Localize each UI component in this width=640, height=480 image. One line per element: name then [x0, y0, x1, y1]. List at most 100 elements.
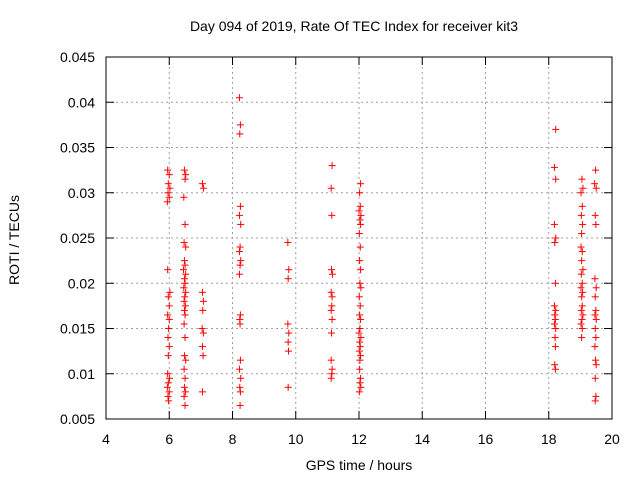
data-point [284, 338, 292, 346]
data-point [237, 220, 245, 228]
data-point [164, 266, 172, 274]
x-tick-label: 18 [541, 431, 557, 447]
data-point [284, 347, 292, 355]
data-point [164, 392, 172, 400]
data-point [182, 171, 190, 179]
data-point [356, 365, 364, 373]
data-point [356, 216, 364, 224]
data-point [180, 275, 188, 283]
data-point [577, 189, 585, 197]
data-point [182, 243, 190, 251]
x-tick-label: 8 [229, 431, 237, 447]
data-point [236, 202, 244, 210]
data-point [578, 175, 586, 183]
data-point [578, 293, 586, 301]
data-point [235, 365, 243, 373]
data-point [578, 279, 586, 287]
data-point [182, 288, 190, 296]
data-point [327, 329, 335, 337]
data-point [577, 243, 585, 251]
data-point [355, 388, 363, 396]
data-point [356, 202, 364, 210]
data-point [356, 311, 364, 319]
x-axis-ticks: 4 6 8 10 12 14 16 18 20 [102, 57, 620, 447]
data-point [327, 306, 335, 314]
data-point [551, 239, 559, 247]
data-point [180, 352, 188, 360]
data-point [285, 266, 293, 274]
data-point [235, 94, 243, 102]
data-point [237, 257, 245, 265]
data-point [180, 166, 188, 174]
data-point [551, 311, 559, 319]
data-point [579, 288, 587, 296]
data-point [592, 356, 600, 364]
y-axis-label: ROTI / TECUs [6, 195, 22, 285]
data-point [551, 279, 559, 287]
data-point [327, 288, 335, 296]
data-point [552, 306, 560, 314]
data-point [180, 239, 188, 247]
data-point [355, 229, 363, 237]
data-point [356, 243, 364, 251]
data-point [328, 302, 336, 310]
data-points [163, 94, 600, 409]
data-point [236, 356, 244, 364]
data-point [577, 306, 585, 314]
data-point [181, 334, 189, 342]
data-point [327, 374, 335, 382]
data-point [198, 388, 206, 396]
data-point [357, 284, 365, 292]
data-point [181, 293, 189, 301]
y-tick-label: 0.015 [60, 321, 95, 337]
data-point [165, 397, 173, 405]
y-tick-label: 0.01 [68, 366, 95, 382]
data-point [199, 306, 207, 314]
data-point [163, 198, 171, 206]
data-point [236, 320, 244, 328]
data-point [578, 315, 586, 323]
data-point [180, 297, 188, 305]
data-point [198, 180, 206, 188]
data-point [236, 388, 244, 396]
data-point [591, 275, 599, 283]
data-point [181, 279, 189, 287]
data-point [356, 356, 364, 364]
data-point [592, 392, 600, 400]
data-point [592, 284, 600, 292]
data-point [236, 243, 244, 251]
data-point [164, 370, 172, 378]
grid [106, 57, 612, 419]
data-point [591, 180, 599, 188]
data-point [181, 175, 189, 183]
data-point [235, 211, 243, 219]
data-point [357, 315, 365, 323]
data-point [165, 315, 173, 323]
data-point [355, 207, 363, 215]
data-point [551, 361, 559, 369]
data-point [181, 374, 189, 382]
data-point [579, 220, 587, 228]
data-point [166, 374, 174, 382]
data-point [356, 257, 364, 265]
data-point [165, 325, 173, 332]
data-point [165, 302, 173, 310]
data-point [181, 220, 189, 228]
data-point [592, 315, 600, 323]
data-point [164, 311, 172, 319]
data-point [181, 311, 189, 319]
y-tick-label: 0.02 [68, 275, 95, 291]
data-point [180, 365, 188, 373]
data-point [591, 325, 599, 332]
data-point [236, 121, 244, 129]
data-point [181, 302, 189, 310]
data-point [552, 175, 560, 183]
data-point [550, 220, 558, 228]
data-point [284, 275, 292, 283]
data-point [357, 374, 365, 382]
data-point [163, 383, 171, 391]
data-point [578, 248, 586, 256]
data-point [165, 193, 173, 201]
data-point [328, 270, 336, 278]
